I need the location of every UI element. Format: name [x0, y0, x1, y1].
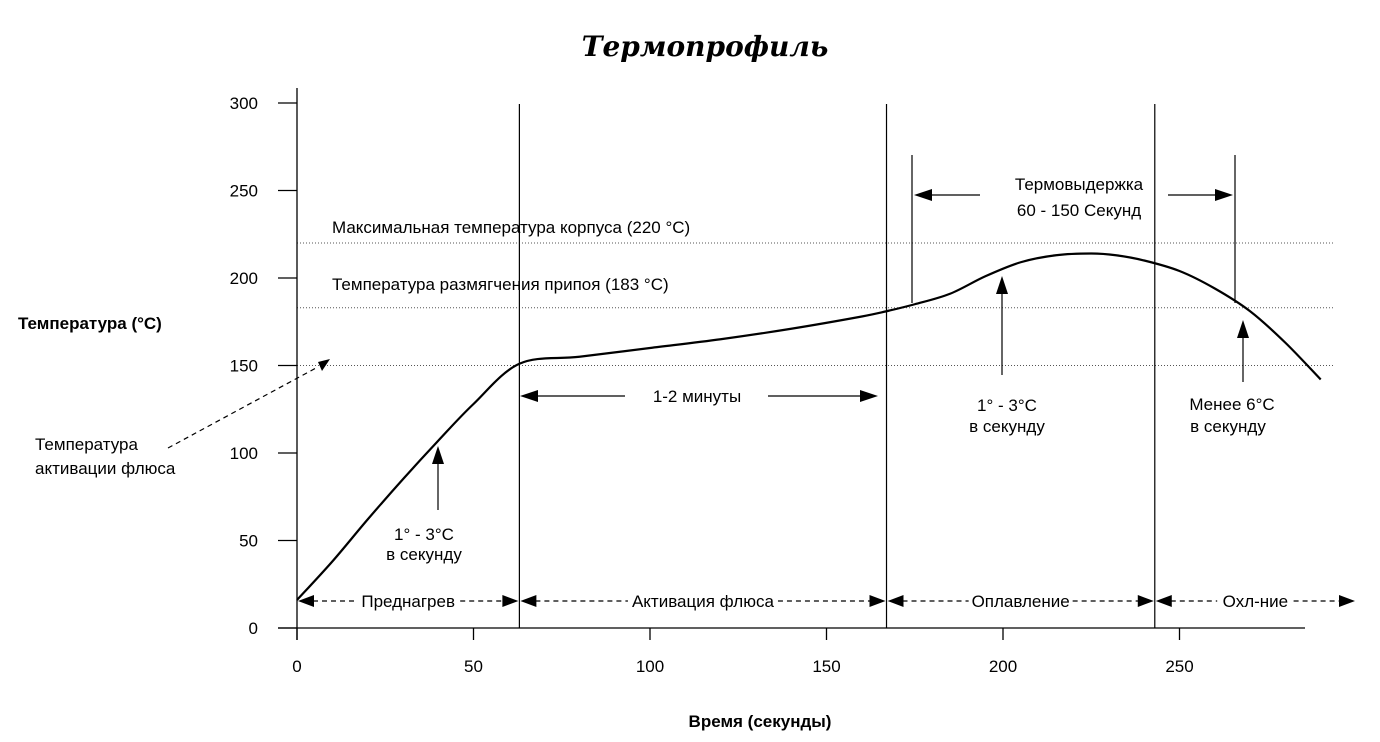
ticks-layer: 0 50 100 150 200 250 300 0 50 100 150 200 250	[230, 94, 1194, 676]
soak-label-line2: 60 - 150 Секунд	[1017, 201, 1141, 220]
flux-activation-label-line1: Температура	[35, 435, 139, 454]
activation-duration-label: 1-2 минуты	[653, 387, 741, 406]
activation-duration-arrowhead-right	[860, 390, 878, 402]
phase-lines-layer	[518, 104, 1156, 628]
phase-label: Охл-ние	[1223, 592, 1288, 611]
cooling-rate-line2: в секунду	[1190, 417, 1266, 436]
cooling-rate-line1: Менее 6°C	[1189, 395, 1274, 414]
flux-activation-leader-arrowhead	[318, 359, 330, 371]
reflow-rate-line2: в секунду	[969, 417, 1045, 436]
x-tick-label: 250	[1165, 657, 1193, 676]
x-tick-label: 50	[464, 657, 483, 676]
y-tick-label: 250	[230, 182, 258, 201]
phase-arrowhead-left	[298, 595, 314, 607]
temperature-curve	[296, 252, 1322, 601]
phase-arrowhead-left	[1155, 595, 1172, 607]
reflow-rate-arrowhead	[996, 276, 1008, 294]
soak-label-line1: Термовыдержка	[1015, 175, 1144, 194]
preheat-rate-arrowhead	[432, 446, 444, 464]
y-tick-label: 100	[230, 444, 258, 463]
phase-label: Активация флюса	[632, 592, 774, 611]
chart-title: Термопрофиль	[582, 30, 829, 63]
activation-duration-arrowhead-left	[520, 390, 538, 402]
phase-arrowhead-left	[520, 595, 537, 607]
preheat-rate-line2: в секунду	[386, 545, 462, 564]
flux-activation-leader	[167, 367, 317, 449]
preheat-rate-line1: 1° - 3°C	[394, 525, 454, 544]
y-tick-label: 200	[230, 269, 258, 288]
y-tick-label: 150	[230, 357, 258, 376]
phase-arrowhead-left	[887, 595, 904, 607]
phase-arrowhead-right	[869, 595, 886, 607]
y-axis-label: Температура (°C)	[18, 314, 162, 333]
cooling-rate-arrowhead	[1237, 320, 1249, 338]
x-tick-label: 200	[989, 657, 1017, 676]
phase-labels-layer: Преднагрев Активация флюса Оплавление Охл-н…	[298, 592, 1355, 611]
y-tick-label: 0	[249, 619, 258, 638]
phase-label: Преднагрев	[361, 592, 455, 611]
phase-arrowhead-right	[1137, 595, 1154, 607]
phase-arrowhead-right	[1339, 595, 1355, 607]
axis-layer	[278, 88, 1305, 640]
phase-arrowhead-right	[502, 595, 519, 607]
y-tick-label: 50	[239, 532, 258, 551]
x-tick-label: 150	[812, 657, 840, 676]
max-case-temp-label: Максимальная температура корпуса (220 °C…	[332, 218, 690, 237]
soak-arrowhead-left	[914, 189, 932, 201]
reflow-rate-line1: 1° - 3°C	[977, 396, 1037, 415]
phase-label: Оплавление	[972, 592, 1070, 611]
x-tick-label: 100	[636, 657, 664, 676]
x-tick-label: 0	[292, 657, 301, 676]
solder-soft-temp-label: Температура размягчения припоя (183 °C)	[332, 275, 669, 294]
flux-activation-label-line2: активации флюса	[35, 459, 176, 478]
y-tick-label: 300	[230, 94, 258, 113]
x-axis-label: Время (секунды)	[689, 712, 832, 731]
grid-layer	[297, 242, 1333, 366]
soak-arrowhead-right	[1215, 189, 1233, 201]
